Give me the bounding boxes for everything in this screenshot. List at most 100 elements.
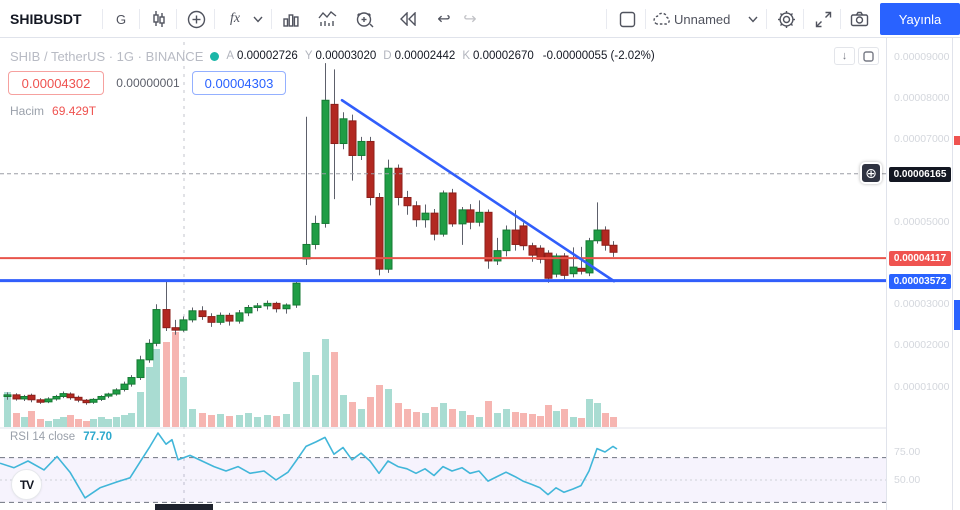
trade-panel: 0.00004302 0.00000001 0.00004303 xyxy=(8,71,286,95)
volume-bar xyxy=(561,409,568,427)
ohlc-close: K 0.00002670 xyxy=(462,50,534,62)
candle-body xyxy=(412,205,421,221)
candle-body xyxy=(97,395,106,400)
chart-legend: SHIB / TetherUS · 1G · BINANCE A 0.000027… xyxy=(10,48,655,64)
volume-bar xyxy=(537,416,544,427)
volume-bar xyxy=(137,392,144,427)
volume-bar xyxy=(67,415,74,427)
candle-body xyxy=(36,399,45,403)
toolbar-separator xyxy=(606,9,607,29)
candle-body xyxy=(569,266,578,275)
chart-type-button[interactable] xyxy=(146,0,172,38)
candle-body xyxy=(321,99,330,224)
rsi-value: 77.70 xyxy=(83,431,112,443)
volume-bar xyxy=(75,419,82,427)
fullscreen-button[interactable] xyxy=(808,0,838,38)
volume-bar xyxy=(28,411,35,427)
price-axis[interactable]: 0.00006165 0.00004117 0.00003572 0.00009… xyxy=(886,38,952,510)
candle-body xyxy=(27,394,36,401)
bar-chart-icon xyxy=(283,14,299,27)
buy-button[interactable]: 0.00004303 xyxy=(192,71,286,95)
layout-name-button[interactable]: Unnamed xyxy=(674,11,731,27)
candle-body xyxy=(560,255,569,276)
publish-button[interactable]: Yayınla xyxy=(880,3,960,35)
rsi-tick: 50.00 xyxy=(894,474,921,486)
price-tick: 0.00003000 xyxy=(894,298,950,311)
candle-body xyxy=(493,250,502,262)
symbol-title[interactable]: SHIB / TetherUS · 1G · BINANCE xyxy=(10,48,204,64)
replay-button[interactable] xyxy=(394,0,422,38)
candle-body xyxy=(577,267,586,272)
candle-body xyxy=(282,304,291,310)
toolbar-separator xyxy=(803,9,804,29)
volume-bar xyxy=(254,417,261,427)
cloud-save-button[interactable] xyxy=(650,0,674,38)
volume-bar xyxy=(273,416,280,427)
toolbar-separator xyxy=(645,9,646,29)
rsi-band xyxy=(0,457,886,503)
volume-bar xyxy=(467,415,474,427)
candle-body xyxy=(216,314,225,323)
candle-body xyxy=(82,399,91,404)
candle-body xyxy=(366,140,375,198)
volume-bar xyxy=(503,409,510,427)
redo-button[interactable]: ↪ xyxy=(463,11,477,28)
indicators-menu-button[interactable] xyxy=(250,0,266,38)
undo-button[interactable]: ↩ xyxy=(437,11,451,28)
candle-body xyxy=(120,383,129,390)
volume-bar xyxy=(128,413,135,427)
candle-body xyxy=(188,310,197,321)
volume-bar xyxy=(312,375,319,427)
snapshot-button[interactable] xyxy=(844,0,874,38)
layout-square-icon xyxy=(619,11,635,27)
buy-level-badge: 0.00003572 xyxy=(889,273,951,289)
chevron-down-icon xyxy=(748,16,758,23)
volume-bar xyxy=(512,412,519,427)
candle-body xyxy=(253,305,262,308)
candle-body xyxy=(330,103,339,145)
candle-body xyxy=(601,229,610,246)
volume-bar xyxy=(331,352,338,427)
volume-legend: Hacim 69.429T xyxy=(10,104,96,118)
candle-body xyxy=(44,398,53,403)
financials-button[interactable] xyxy=(278,0,304,38)
volume-value: 69.429T xyxy=(52,104,97,118)
toolbar-separator xyxy=(271,9,272,29)
patterns-button[interactable] xyxy=(314,0,342,38)
toolbar-separator xyxy=(766,9,767,29)
indicators-button[interactable]: fx xyxy=(229,11,241,26)
time-axis-badge xyxy=(155,504,213,510)
spread-value: 0.00000001 xyxy=(116,76,180,90)
volume-bar xyxy=(449,409,456,427)
add-alert-button[interactable]: ⊕ xyxy=(860,162,882,184)
tradingview-logo[interactable]: TV xyxy=(11,469,42,500)
candlestick-icon xyxy=(153,11,165,27)
volume-bar xyxy=(199,413,206,427)
expand-arrows-icon xyxy=(815,11,831,27)
volume-bar xyxy=(476,417,483,427)
symbol-search-button[interactable]: SHIBUSDT xyxy=(10,11,82,27)
volume-bar xyxy=(553,411,560,427)
rsi-legend: RSI 14 close 77.70 xyxy=(10,431,112,443)
layout-select-button[interactable] xyxy=(613,0,641,38)
go-to-realtime-button[interactable]: ↓ xyxy=(834,47,855,65)
sell-button[interactable]: 0.00004302 xyxy=(8,71,104,95)
volume-bar xyxy=(570,417,577,427)
candle-body xyxy=(375,196,384,270)
sell-level-badge: 0.00004117 xyxy=(889,251,951,267)
layout-menu-button[interactable] xyxy=(744,0,762,38)
interval-button[interactable]: G xyxy=(115,11,127,27)
settings-button[interactable] xyxy=(771,0,801,38)
chevron-down-icon xyxy=(253,16,263,23)
candle-body xyxy=(593,229,602,242)
volume-bar xyxy=(485,401,492,427)
maximize-pane-button[interactable] xyxy=(858,47,879,65)
camera-icon xyxy=(850,11,868,27)
candle-body xyxy=(511,229,520,245)
volume-bar xyxy=(340,395,347,427)
alert-button[interactable] xyxy=(350,0,378,38)
compare-button[interactable] xyxy=(183,0,209,38)
volume-bar xyxy=(376,385,383,427)
